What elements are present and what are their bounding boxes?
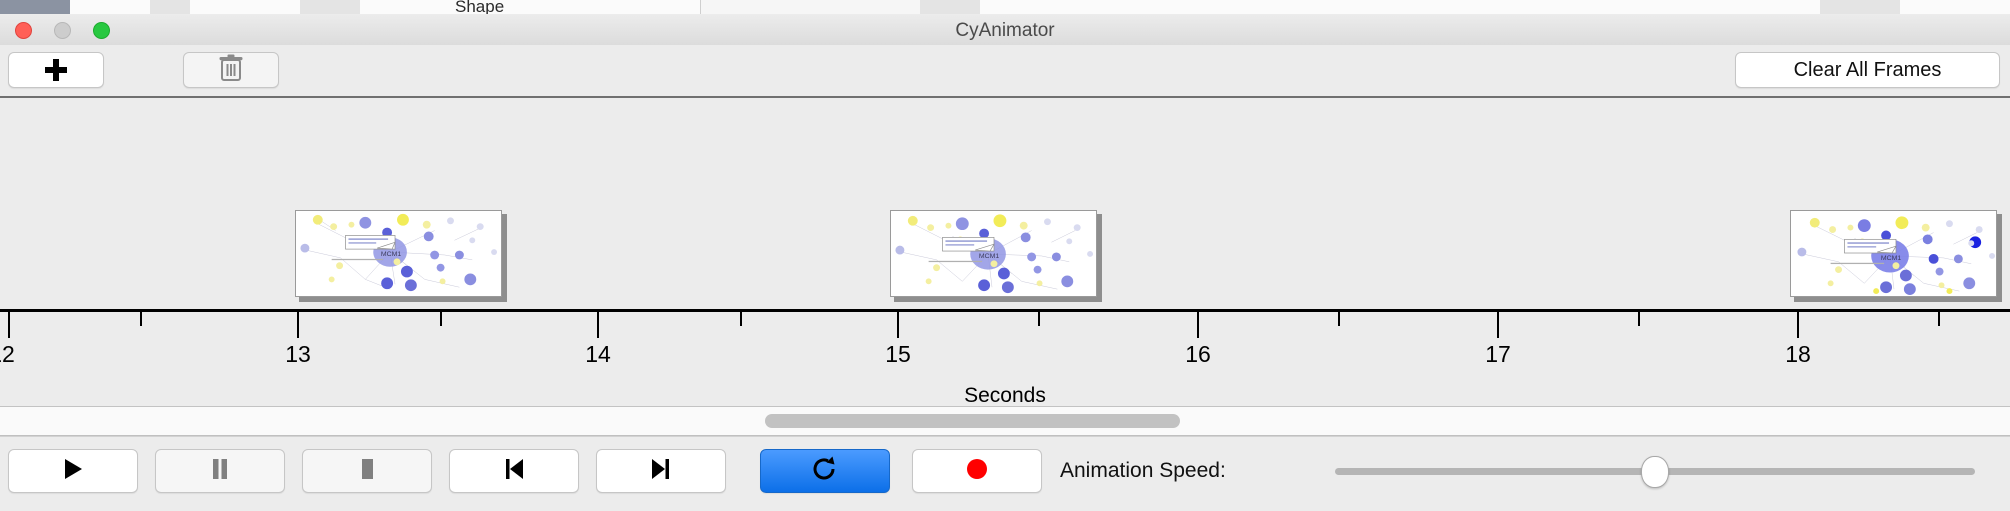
record-icon — [965, 457, 989, 486]
add-frame-button[interactable] — [8, 52, 104, 88]
ruler-tick — [8, 312, 10, 338]
frame-thumbnail[interactable]: MCM1 — [890, 210, 1102, 302]
pause-button[interactable] — [155, 449, 285, 493]
playback-control-bar: Animation Speed: — [0, 436, 2010, 511]
scrollbar-thumb[interactable] — [765, 414, 1180, 428]
ruler-tick — [140, 312, 142, 326]
ruler-tick — [1338, 312, 1340, 326]
bg-chip — [190, 0, 241, 14]
timeline-panel[interactable]: MCM1 — [0, 96, 2010, 407]
bg-chip — [1820, 0, 1901, 14]
first-frame-button[interactable] — [449, 449, 579, 493]
clear-all-frames-label: Clear All Frames — [1793, 58, 1942, 81]
skip-to-start-icon — [503, 457, 525, 486]
ruler-tick-label: 17 — [1485, 341, 1511, 367]
timeline-horizontal-scrollbar[interactable] — [0, 407, 2010, 436]
play-button[interactable] — [8, 449, 138, 493]
bg-chip — [0, 0, 71, 14]
minimize-button[interactable] — [54, 22, 71, 39]
ruler-tick-label: 18 — [1785, 341, 1811, 367]
bg-chip — [150, 0, 191, 14]
bg-chip — [1900, 0, 2010, 14]
background-window-label: Shape — [455, 0, 505, 14]
last-frame-button[interactable] — [596, 449, 726, 493]
clear-all-frames-button[interactable]: Clear All Frames — [1735, 52, 2000, 88]
bg-chip — [920, 0, 981, 14]
toolbar: Clear All Frames — [0, 45, 2010, 95]
bg-chip — [70, 0, 151, 14]
bg-chip — [360, 0, 701, 14]
svg-text:MCM1: MCM1 — [381, 251, 402, 258]
ruler-baseline — [0, 309, 2010, 312]
frame-thumbnail[interactable]: MCM1 — [1790, 210, 2002, 302]
title-bar: CyAnimator — [0, 14, 2010, 46]
svg-text:MCM1: MCM1 — [1881, 255, 1902, 262]
ruler-tick — [897, 312, 899, 338]
trash-icon — [218, 53, 244, 88]
play-icon — [62, 457, 84, 486]
ruler-tick — [597, 312, 599, 338]
network-graph: MCM1 — [895, 214, 1094, 294]
timeline-ruler[interactable]: 12 13 14 15 16 17 18 Seconds — [0, 309, 2010, 407]
ruler-tick — [1038, 312, 1040, 326]
bg-chip — [300, 0, 361, 14]
network-graph: MCM1 — [1797, 216, 1996, 296]
ruler-tick — [1638, 312, 1640, 326]
ruler-tick — [1797, 312, 1799, 338]
frame-thumbnail[interactable]: MCM1 — [295, 210, 507, 302]
stop-button[interactable] — [302, 449, 432, 493]
ruler-tick — [1938, 312, 1940, 326]
ruler-tick — [1497, 312, 1499, 338]
record-button[interactable] — [912, 449, 1042, 493]
ruler-tick-label: 16 — [1185, 341, 1211, 367]
background-window-strip: Shape — [0, 0, 2010, 14]
frame-network-preview: MCM1 — [890, 210, 1097, 297]
slider-thumb[interactable] — [1641, 456, 1669, 488]
timeline-axis-title: Seconds — [964, 384, 1046, 407]
ruler-tick — [740, 312, 742, 326]
animation-speed-label: Animation Speed: — [1060, 459, 1226, 482]
bg-chip — [980, 0, 1821, 14]
loop-button[interactable] — [760, 449, 890, 493]
ruler-tick-label: 14 — [585, 341, 611, 367]
bg-chip — [240, 0, 301, 14]
ruler-tick-label: 15 — [885, 341, 911, 367]
close-button[interactable] — [15, 22, 32, 39]
pause-icon — [210, 457, 230, 486]
frame-network-preview: MCM1 — [1790, 210, 1997, 297]
ruler-tick-label: 13 — [285, 341, 311, 367]
ruler-tick — [1197, 312, 1199, 338]
stop-icon — [357, 457, 377, 486]
delete-frame-button[interactable] — [183, 52, 279, 88]
animation-speed-slider[interactable] — [1335, 456, 1975, 488]
page-title: CyAnimator — [955, 20, 1055, 41]
skip-to-end-icon — [650, 457, 672, 486]
ruler-tick — [440, 312, 442, 326]
ruler-tick — [297, 312, 299, 338]
network-graph: MCM1 — [300, 213, 498, 292]
loop-icon — [812, 455, 838, 488]
zoom-button[interactable] — [93, 22, 110, 39]
plus-icon — [45, 59, 67, 81]
frame-network-preview: MCM1 — [295, 210, 502, 297]
ruler-tick-label: 12 — [0, 341, 15, 367]
svg-text:MCM1: MCM1 — [979, 253, 1000, 260]
